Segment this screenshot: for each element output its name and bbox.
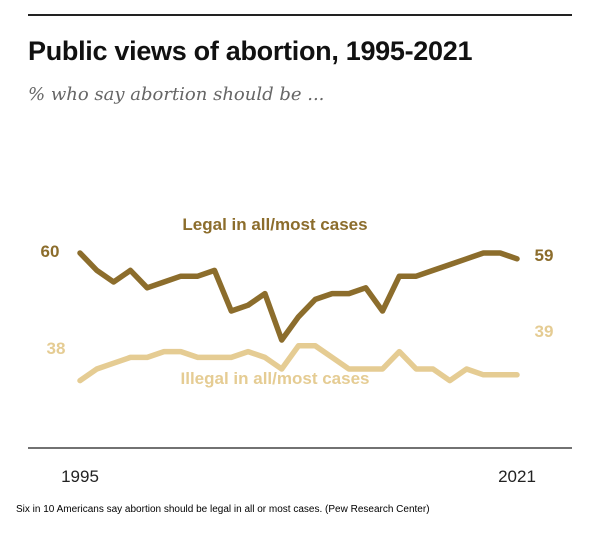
end-value-legal: 59	[535, 246, 554, 265]
line-chart: Legal in all/most cases Illegal in all/m…	[28, 215, 572, 486]
series-label-legal: Legal in all/most cases	[182, 215, 367, 234]
end-value-illegal: 39	[535, 322, 554, 341]
top-rule	[28, 14, 572, 16]
caption: Six in 10 Americans say abortion should …	[16, 504, 430, 515]
x-tick-label-start: 1995	[61, 467, 99, 486]
chart-title: Public views of abortion, 1995-2021	[28, 36, 473, 66]
chart-subtitle: % who say abortion should be ...	[28, 84, 325, 105]
start-value-illegal: 38	[47, 339, 66, 358]
start-value-legal: 60	[41, 242, 60, 261]
series-line-illegal	[77, 343, 520, 384]
series-label-illegal: Illegal in all/most cases	[181, 369, 370, 388]
x-tick-label-end: 2021	[498, 467, 536, 486]
series-line-legal	[77, 250, 520, 343]
